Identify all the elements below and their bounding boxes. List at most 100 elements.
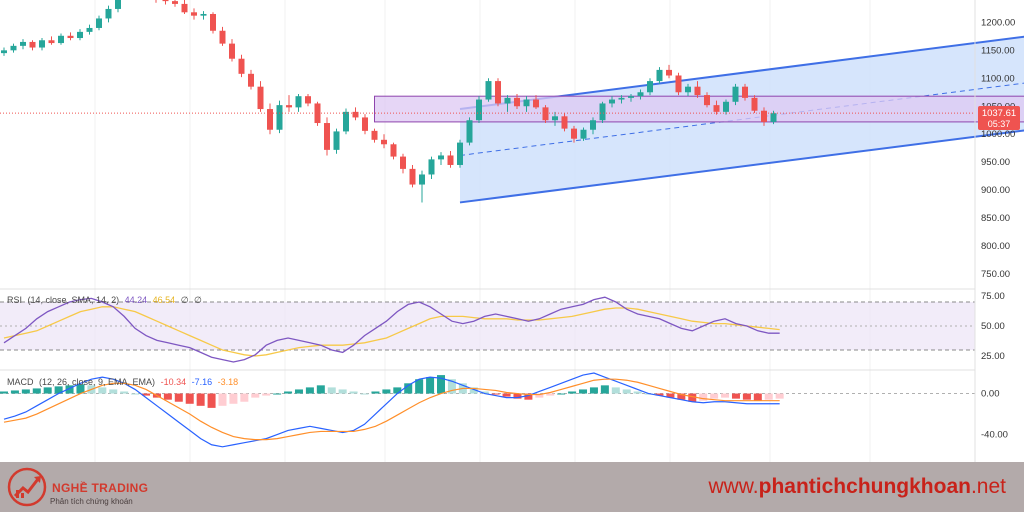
candle-body [267,109,273,130]
macd-histogram-bar [131,393,140,395]
macd-histogram-bar [262,393,271,396]
candle-body [552,116,558,121]
candle-body [105,8,112,19]
macd-histogram-bar [10,390,19,394]
candle-body [742,86,748,98]
macd-histogram-bar [163,393,172,400]
macd-histogram-bar [710,393,719,399]
macd-histogram-bar [666,393,675,398]
candle-body [172,1,178,4]
last-price-value: 1037.61 [982,108,1016,119]
candle-body [713,105,720,112]
macd-histogram-bar [65,385,74,394]
macd-histogram-bar [469,387,478,394]
candle-body [561,116,568,129]
macd-legend-signal: -3.18 [218,377,239,387]
macd-histogram-bar [721,393,730,398]
candle-body [656,69,663,82]
rsi-legend-value: 44.24 [125,295,148,305]
candle-body [352,111,359,118]
candle-body [58,35,64,44]
brand-name: NGHỀ TRADING [52,481,149,495]
macd-histogram-bar [622,389,631,394]
website-main: phantichchungkhoan [758,475,971,498]
rsi-legend-params: (14, close, SMA, 14, 2) [28,295,120,305]
macd-histogram-bar [447,379,456,394]
rsi-axis-tick-label: 75.00 [981,291,1005,302]
candle-body [48,40,55,44]
candle-body [305,96,311,104]
macd-histogram-bar [535,393,544,398]
candles [1,0,777,203]
macd-histogram-bar [513,393,522,399]
candle-body [438,155,444,160]
candle-body [628,96,634,98]
candle-body [295,96,302,108]
macd-histogram-bar [120,391,129,394]
price-axis-tick-label: 900.00 [981,185,1010,196]
macd-histogram-bar [491,393,500,395]
website-link[interactable]: www.phantichchungkhoan.net [708,475,1006,499]
bar-countdown: 05:37 [988,119,1011,129]
macd-histogram-bar [218,393,227,406]
macd-histogram-bar [557,393,566,395]
macd-histogram-bar [76,384,85,394]
rsi-legend-empty1: ∅ [181,295,189,305]
macd-histogram-bar [43,387,52,394]
rsi-pane[interactable]: RSI (14, close, SMA, 14, 2) 44.24 46.54 … [0,288,975,363]
candle-body [381,139,387,145]
candle-body [20,41,26,46]
range-box[interactable] [374,95,1024,123]
macd-pane[interactable]: MACD (12, 26, close, 9, EMA, EMA) -10.34… [0,369,975,448]
rsi-legend-empty2: ∅ [194,295,202,305]
candle-body [238,58,245,74]
macd-legend[interactable]: MACD (12, 26, close, 9, EMA, EMA) -10.34… [7,377,238,387]
candle-body [495,81,501,104]
candle-body [77,31,83,39]
candle-body [542,107,549,121]
candle-body [476,99,482,121]
macd-histogram-bar [382,389,391,394]
channel-lower-line[interactable] [459,101,1024,204]
macd-histogram-bar [568,391,577,394]
macd-histogram-bar [327,387,336,394]
macd-histogram-bar [240,393,249,402]
macd-histogram-bar [677,393,686,400]
price-axis: 750.00800.00850.00900.00950.001000.00105… [981,17,1015,440]
candle-body [10,45,17,51]
price-axis-tick-label: 1150.00 [981,45,1015,56]
macd-histogram [0,375,784,408]
channel-upper-line[interactable] [459,7,1024,111]
candle-body [504,97,511,104]
candle-body [86,27,93,32]
rsi-line [3,296,780,363]
macd-histogram-bar [229,393,238,404]
rsi-legend[interactable]: RSI (14, close, SMA, 14, 2) 44.24 46.54 … [7,295,202,305]
macd-axis-tick-label: -40.00 [981,430,1008,441]
macd-histogram-bar [54,386,63,394]
rsi-legend-name: RSI [7,295,22,305]
macd-histogram-bar [753,393,762,401]
macd-legend-params: (12, 26, close, 9, EMA, EMA) [39,377,155,387]
candle-body [751,97,758,111]
macd-histogram-bar [731,393,740,399]
price-axis-tick-label: 750.00 [981,269,1010,280]
candle-body [457,142,463,165]
candle-body [761,110,767,122]
macd-histogram-bar [688,393,697,402]
price-axis-tick-label: 1100.00 [981,73,1015,84]
candle-body [286,105,292,108]
candle-body [485,81,492,100]
macd-histogram-bar [579,389,588,394]
candle-body [343,111,349,132]
website-suffix: .net [970,475,1006,498]
macd-histogram-bar [185,393,194,404]
price-pane[interactable] [0,0,1024,204]
macd-histogram-bar [699,393,708,401]
website-prefix: www. [708,475,759,498]
macd-axis-tick-label: 0.00 [981,389,1000,400]
candle-body [276,105,283,130]
chart-area[interactable]: RSI (14, close, SMA, 14, 2) 44.24 46.54 … [0,0,1024,462]
macd-histogram-bar [207,393,216,408]
candle-body [514,97,520,107]
